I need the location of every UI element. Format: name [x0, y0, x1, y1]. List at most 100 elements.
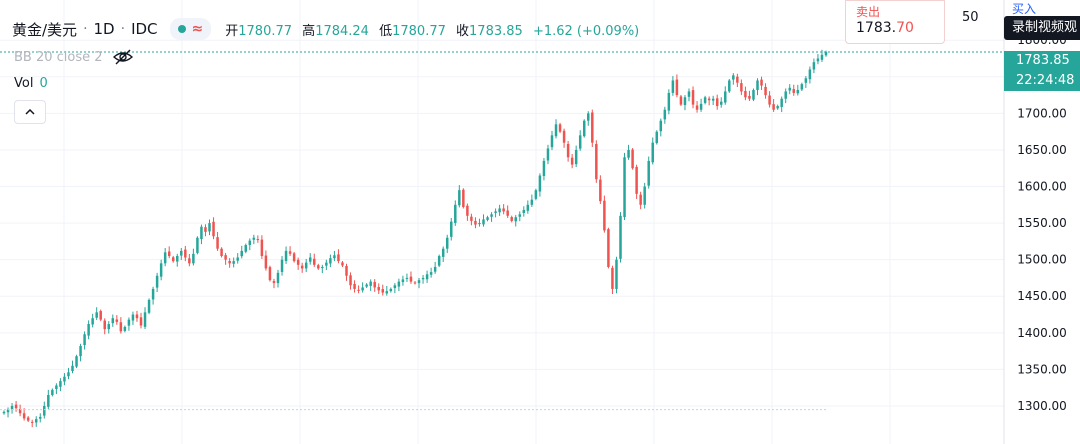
candle-body: [204, 227, 207, 232]
countdown-label: 22:24:48: [1004, 71, 1080, 91]
candle-body: [812, 62, 816, 70]
candle-body: [369, 281, 372, 286]
candle-body: [675, 79, 679, 96]
candle-body: [196, 237, 199, 253]
candle-body: [454, 204, 457, 223]
candle-body: [490, 214, 493, 217]
candle-body: [272, 281, 276, 284]
low-label: 低: [379, 23, 393, 39]
volume-legend: Vol 0: [14, 76, 48, 91]
candle-body: [30, 421, 34, 423]
candle-body: [603, 200, 606, 231]
candle-body: [647, 160, 650, 186]
candle-body: [2, 411, 6, 414]
candle-body: [244, 245, 248, 252]
volume-label: Vol: [14, 76, 34, 91]
candle-body: [498, 208, 501, 213]
candle-body: [325, 262, 328, 266]
candle-body: [300, 265, 304, 269]
collapse-legend-button[interactable]: [14, 100, 46, 124]
candle-body: [699, 103, 703, 110]
candle-body: [715, 98, 719, 107]
candle-body: [18, 409, 22, 414]
candle-body: [643, 186, 646, 205]
source-label: IDC: [131, 20, 158, 38]
candle-body: [538, 175, 542, 192]
candle-body: [683, 97, 687, 106]
candle-body: [466, 205, 469, 216]
bollinger-indicator[interactable]: BB 20 close 2: [14, 49, 133, 65]
sell-button[interactable]: 卖出 1783.70: [845, 0, 945, 44]
candle-body: [756, 80, 759, 90]
candle-body: [264, 255, 268, 269]
candle-body: [208, 223, 211, 232]
candle-body: [143, 312, 147, 327]
candle-body: [623, 157, 626, 218]
candle-body: [163, 252, 167, 264]
candle-body: [123, 326, 127, 331]
candle-body: [458, 190, 461, 206]
candle-body: [429, 272, 433, 275]
symbol-name[interactable]: 黄金/美元: [12, 20, 78, 39]
candle-body: [780, 98, 783, 107]
chart-legend: 黄金/美元 · 1D · IDC ≈ 开1780.77 高1784.24 低17…: [12, 18, 645, 40]
candle-body: [389, 288, 393, 292]
y-tick-label: 1550.00: [1017, 216, 1067, 230]
eye-off-icon[interactable]: [112, 49, 133, 65]
candle-body: [256, 239, 260, 241]
market-status-pill[interactable]: ≈: [169, 18, 212, 40]
candles: [2, 49, 828, 428]
candle-body: [55, 385, 58, 389]
candle-body: [413, 282, 417, 284]
candle-body: [728, 80, 731, 92]
ohlc-values: 开1780.77 高1784.24 低1780.77 收1783.85 +1.6…: [225, 20, 645, 39]
y-tick-label: 1700.00: [1017, 106, 1067, 120]
candle-body: [280, 259, 284, 272]
candle-body: [784, 91, 787, 99]
candle-body: [296, 259, 300, 265]
indicator-label: BB 20 close 2: [14, 49, 103, 65]
quantity-field[interactable]: 50: [962, 10, 979, 25]
candle-body: [377, 287, 380, 291]
candle-body: [772, 104, 775, 110]
candle-body: [345, 265, 348, 276]
candle-body: [292, 253, 296, 262]
candle-body: [220, 248, 223, 257]
candle-body: [736, 76, 739, 83]
candle-body: [232, 261, 235, 264]
y-tick-label: 1650.00: [1017, 143, 1067, 157]
candle-body: [522, 209, 526, 214]
candle-body: [679, 96, 683, 105]
candle-body: [800, 84, 804, 90]
candle-body: [34, 419, 38, 423]
candle-body: [635, 166, 638, 194]
candle-body: [788, 87, 791, 91]
candle-body: [317, 265, 320, 269]
candle-body: [75, 356, 78, 367]
buy-button[interactable]: 买入: [1012, 2, 1037, 16]
candle-body: [796, 89, 800, 94]
record-video-tooltip: 录制视频观: [1004, 16, 1080, 40]
candle-body: [333, 255, 336, 259]
candle-body: [63, 376, 66, 382]
candle-body: [14, 404, 18, 409]
candle-body: [462, 189, 465, 208]
candle-body: [337, 254, 340, 262]
candle-body: [724, 91, 727, 103]
candle-body: [554, 124, 558, 137]
interval-label[interactable]: 1D: [93, 20, 115, 38]
candle-body: [216, 237, 219, 249]
candle-body: [820, 54, 824, 60]
candle-body: [171, 257, 175, 262]
candle-body: [10, 405, 14, 410]
candle-body: [176, 256, 179, 262]
candle-body: [71, 365, 74, 371]
candle-body: [353, 283, 356, 289]
candle-body: [719, 101, 723, 105]
candle-body: [655, 131, 659, 144]
candle-body: [87, 324, 90, 336]
candle-body: [470, 216, 473, 221]
candle-body: [764, 86, 767, 96]
candle-body: [591, 112, 594, 143]
